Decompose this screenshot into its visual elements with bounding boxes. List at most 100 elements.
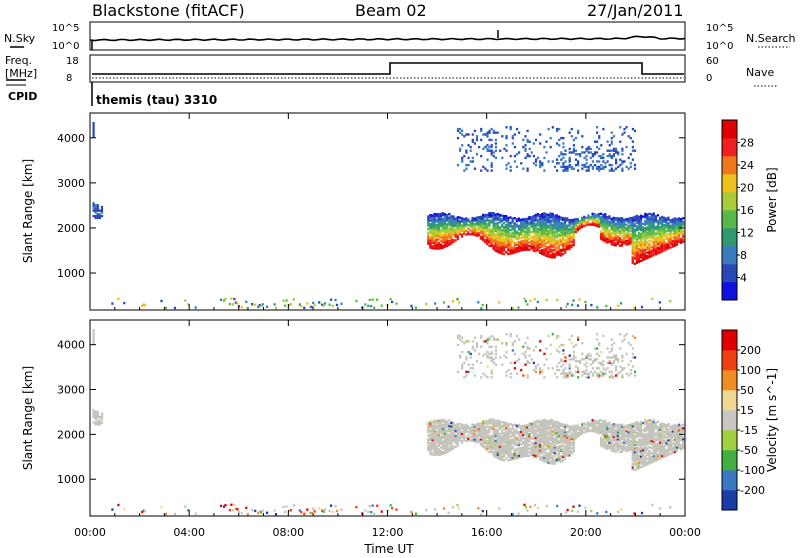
power-cell (612, 227, 615, 230)
power-cell (370, 305, 373, 308)
velocity-cell (479, 427, 482, 430)
power-cell (427, 215, 430, 218)
velocity-cell (507, 435, 510, 439)
power-cell (465, 217, 468, 220)
power-cell (585, 216, 588, 220)
power-cell (538, 244, 542, 247)
velocity-cell (484, 420, 487, 423)
velocity-cell (509, 449, 512, 453)
velocity-cell (460, 441, 464, 444)
power-cell (667, 238, 670, 241)
power-cell (492, 246, 495, 249)
velocity-cell (459, 338, 462, 341)
power-cell (633, 251, 636, 255)
power-cell (524, 147, 527, 151)
velocity-cell (566, 431, 569, 434)
velocity-cell (456, 428, 459, 431)
velocity-cell (602, 422, 605, 425)
velocity-cell (656, 444, 660, 447)
velocity-cell (642, 436, 645, 439)
power-cell (496, 234, 499, 237)
velocity-cell (486, 440, 489, 443)
velocity-cell (598, 343, 601, 347)
velocity-cell (473, 349, 476, 352)
velocity-cell (598, 372, 601, 375)
velocity-cell (618, 445, 622, 448)
velocity-cell (511, 513, 514, 516)
power-cell (612, 241, 615, 245)
power-cell (557, 226, 560, 229)
power-cell (551, 232, 554, 235)
velocity-cell (635, 432, 638, 435)
power-cell (637, 231, 641, 235)
velocity-cell (490, 422, 493, 425)
velocity-cell (519, 432, 523, 435)
velocity-cell (536, 430, 539, 433)
velocity-cell (551, 426, 554, 429)
power-cell (659, 231, 662, 234)
velocity-cell (496, 419, 499, 422)
power-cell (507, 236, 510, 239)
velocity-cell (469, 430, 472, 433)
velocity-cell (439, 442, 442, 445)
velocity-cell (534, 438, 537, 441)
velocity-cell (625, 438, 628, 442)
power-cell (682, 222, 685, 225)
velocity-cell (629, 423, 632, 426)
power-cell (606, 241, 609, 244)
power-cell (659, 242, 662, 245)
power-cell (644, 248, 647, 252)
velocity-cell (667, 442, 670, 446)
power-cell (682, 220, 685, 224)
velocity-cell (564, 372, 567, 375)
velocity-cell (435, 451, 438, 455)
power-cell (671, 221, 674, 225)
power-cell (480, 127, 483, 131)
velocity-cell (446, 429, 449, 432)
power-cell (621, 219, 624, 222)
power-cell (389, 297, 392, 301)
velocity-cell (496, 422, 499, 426)
power-cell (515, 236, 518, 239)
power-cell (431, 245, 434, 248)
velocity-cell (591, 426, 594, 429)
power-cell (246, 307, 249, 310)
velocity-cell (587, 420, 590, 424)
power-cell (598, 167, 601, 170)
power-cell (513, 244, 516, 247)
power-cell (606, 225, 609, 228)
velocity-cell (604, 433, 607, 437)
power-cell (562, 244, 565, 247)
velocity-cell (488, 422, 491, 425)
velocity-cell (631, 347, 634, 350)
velocity-cell (600, 361, 603, 365)
power-cell (463, 228, 466, 232)
power-cell (92, 205, 95, 209)
power-cell (549, 136, 552, 140)
power-cell (513, 222, 516, 225)
power-cell (479, 215, 482, 219)
velocity-cell (652, 420, 655, 424)
velocity-cell (532, 452, 535, 455)
power-cell (621, 153, 624, 156)
velocity-cell (446, 438, 449, 441)
velocity-cell (444, 421, 447, 424)
velocity-cell (635, 421, 638, 424)
velocity-cell (524, 426, 527, 429)
power-cell (492, 129, 495, 133)
velocity-cell (526, 374, 529, 377)
velocity-cell (431, 429, 434, 433)
power-cell (576, 225, 579, 228)
power-cell (450, 227, 453, 231)
power-cell (511, 219, 514, 222)
velocity-cell (427, 445, 430, 448)
power-cell (452, 220, 455, 224)
power-cell (608, 222, 611, 225)
power-cell (671, 223, 674, 227)
velocity-cell (568, 447, 571, 450)
power-cell (663, 234, 666, 238)
power-cell (600, 212, 603, 215)
velocity-cell (505, 421, 508, 424)
velocity-cell (526, 429, 529, 432)
velocity-cell (606, 429, 609, 432)
